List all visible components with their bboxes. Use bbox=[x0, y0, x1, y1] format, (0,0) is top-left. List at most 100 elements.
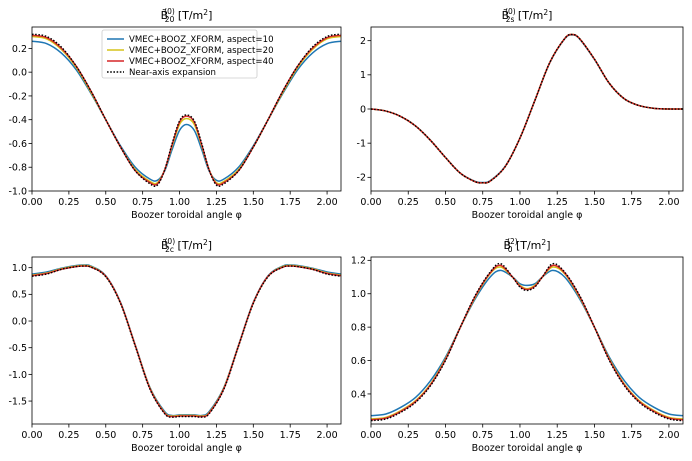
x-tick-label: 0.00 bbox=[21, 197, 42, 208]
title-title-base: B̃ bbox=[161, 9, 169, 22]
series-line-1 bbox=[371, 269, 683, 417]
x-tick-label: 1.00 bbox=[509, 430, 530, 441]
series-line-4 bbox=[32, 265, 341, 418]
y-tick-label: 1.2 bbox=[351, 256, 366, 267]
y-tick-label: 1.0 bbox=[351, 289, 366, 300]
legend-entry-3: VMEC+BOOZ_XFORM, aspect=40 bbox=[129, 57, 274, 67]
y-tick-label: -2 bbox=[357, 173, 366, 184]
x-tick-label: 1.50 bbox=[584, 430, 605, 441]
title-title-unit-end: ] bbox=[548, 9, 552, 22]
title-title-base: B̃ bbox=[504, 239, 512, 252]
plot-frame bbox=[370, 256, 684, 425]
title-title-base: B̃ bbox=[161, 239, 169, 252]
y-tick-label: -1.5 bbox=[8, 396, 27, 407]
title-title-sup: (2) bbox=[507, 237, 518, 246]
title-title-unit-end: ] bbox=[546, 239, 550, 252]
title-title-sup: (0) bbox=[505, 7, 516, 16]
x-tick-label: 2.00 bbox=[658, 430, 679, 441]
chart-panel-2: 0.00 0.25 0.50 0.75 1.00 1.25 1.50 1.75 2.00 -2 -1… bbox=[357, 7, 684, 221]
x-axis-label: Boozer toroidal angle φ bbox=[472, 210, 583, 221]
series-line-4 bbox=[371, 262, 683, 422]
y-tick-label: -0.5 bbox=[8, 343, 27, 354]
x-tick-label: 0.75 bbox=[132, 197, 153, 208]
title-title-sub: 20 bbox=[165, 15, 175, 24]
y-tick-label: 2 bbox=[360, 36, 366, 47]
chart-panel-1: 0.00 0.25 0.50 0.75 1.00 1.25 1.50 1.75 2.00 -1.0… bbox=[8, 7, 342, 221]
y-tick-label: -1 bbox=[357, 139, 366, 150]
legend: VMEC+BOOZ_XFORM, aspect=10VMEC+BOOZ_XFOR… bbox=[101, 29, 274, 79]
x-tick-label: 1.50 bbox=[584, 197, 605, 208]
y-tick-label: -0.6 bbox=[8, 139, 27, 150]
y-tick-label: -0.4 bbox=[8, 115, 27, 126]
title-title-sup: (0) bbox=[164, 7, 175, 16]
y-tick-label: 0.6 bbox=[351, 356, 366, 367]
x-tick-label: 1.25 bbox=[206, 197, 227, 208]
x-tick-label: 1.50 bbox=[243, 197, 264, 208]
y-tick-label: 0.8 bbox=[351, 323, 366, 334]
chart-panel-3: 0.00 0.25 0.50 0.75 1.00 1.25 1.50 1.75 2.00 -1.5… bbox=[8, 237, 342, 454]
x-tick-label: 0.25 bbox=[58, 430, 79, 441]
title-title-unit: [T/m bbox=[512, 239, 541, 252]
series-line-4 bbox=[371, 33, 683, 184]
y-tick-label: 0.5 bbox=[12, 290, 27, 301]
x-tick-label: 1.00 bbox=[509, 197, 530, 208]
series-line-2 bbox=[371, 33, 683, 184]
y-tick-label: 1 bbox=[360, 70, 366, 81]
x-tick-label: 1.00 bbox=[169, 430, 190, 441]
series-line-3 bbox=[371, 33, 683, 184]
y-tick-label: -0.8 bbox=[8, 163, 27, 174]
y-tick-label: 1.0 bbox=[12, 263, 27, 274]
title-title-unit-sup: 2 bbox=[543, 8, 548, 17]
title-title-sup: (0) bbox=[165, 237, 176, 246]
y-tick-label: 0.2 bbox=[12, 44, 27, 55]
x-tick-label: 2.00 bbox=[316, 197, 337, 208]
title-title-sub: 0 bbox=[508, 245, 513, 254]
x-tick-label: 1.00 bbox=[169, 197, 190, 208]
chart-title: B̃(2) 0 [T/m2] bbox=[504, 237, 551, 254]
chart-title: B̃(0) 20 [T/m2] bbox=[161, 7, 213, 24]
x-tick-label: 0.25 bbox=[398, 197, 419, 208]
title-title-unit-sup: 2 bbox=[541, 238, 546, 247]
x-tick-label: 0.50 bbox=[95, 197, 116, 208]
title-title-unit: [T/m bbox=[514, 9, 543, 22]
x-axis-label: Boozer toroidal angle φ bbox=[472, 443, 583, 454]
y-tick-label: -1.0 bbox=[8, 370, 27, 381]
series-line-2 bbox=[32, 264, 341, 417]
x-tick-label: 0.00 bbox=[360, 430, 381, 441]
x-tick-label: 0.50 bbox=[95, 430, 116, 441]
x-tick-label: 1.50 bbox=[243, 430, 264, 441]
y-tick-label: -0.2 bbox=[8, 91, 27, 102]
x-tick-label: 0.25 bbox=[398, 430, 419, 441]
plot-frame bbox=[31, 26, 342, 192]
title-title-unit-sup: 2 bbox=[203, 8, 208, 17]
y-tick-label: 0 bbox=[360, 104, 366, 115]
y-tick-label: 0.0 bbox=[12, 68, 27, 79]
x-tick-label: 1.75 bbox=[621, 430, 642, 441]
title-title-unit: [T/m bbox=[174, 239, 203, 252]
series-line-4 bbox=[32, 33, 341, 188]
x-tick-label: 0.25 bbox=[58, 197, 79, 208]
x-tick-label: 1.25 bbox=[206, 430, 227, 441]
x-tick-label: 0.50 bbox=[435, 197, 456, 208]
plot-frame bbox=[31, 256, 342, 425]
x-tick-label: 1.25 bbox=[547, 197, 568, 208]
title-title-unit: [T/m bbox=[174, 9, 203, 22]
x-axis-label: Boozer toroidal angle φ bbox=[131, 210, 242, 221]
legend-entry-4: Near-axis expansion bbox=[129, 68, 216, 78]
chart-title: B̃(0) 2s [T/m2] bbox=[502, 7, 553, 24]
x-tick-label: 1.75 bbox=[621, 197, 642, 208]
x-axis-label: Boozer toroidal angle φ bbox=[131, 443, 242, 454]
x-tick-label: 0.50 bbox=[435, 430, 456, 441]
x-tick-label: 0.00 bbox=[360, 197, 381, 208]
legend-entry-1: VMEC+BOOZ_XFORM, aspect=10 bbox=[129, 35, 274, 45]
chart-title: B̃(0) 2c [T/m2] bbox=[161, 237, 212, 254]
title-title-unit-end: ] bbox=[208, 9, 212, 22]
legend-entry-2: VMEC+BOOZ_XFORM, aspect=20 bbox=[129, 46, 274, 56]
title-title-unit-sup: 2 bbox=[203, 238, 208, 247]
y-tick-label: -1.0 bbox=[8, 186, 27, 197]
y-tick-label: 0.4 bbox=[351, 389, 366, 400]
y-tick-label: 0.0 bbox=[12, 316, 27, 327]
x-tick-label: 0.75 bbox=[472, 197, 493, 208]
series-line-3 bbox=[32, 265, 341, 418]
chart-panel-4: 0.00 0.25 0.50 0.75 1.00 1.25 1.50 1.75 2.000.40… bbox=[351, 237, 684, 454]
